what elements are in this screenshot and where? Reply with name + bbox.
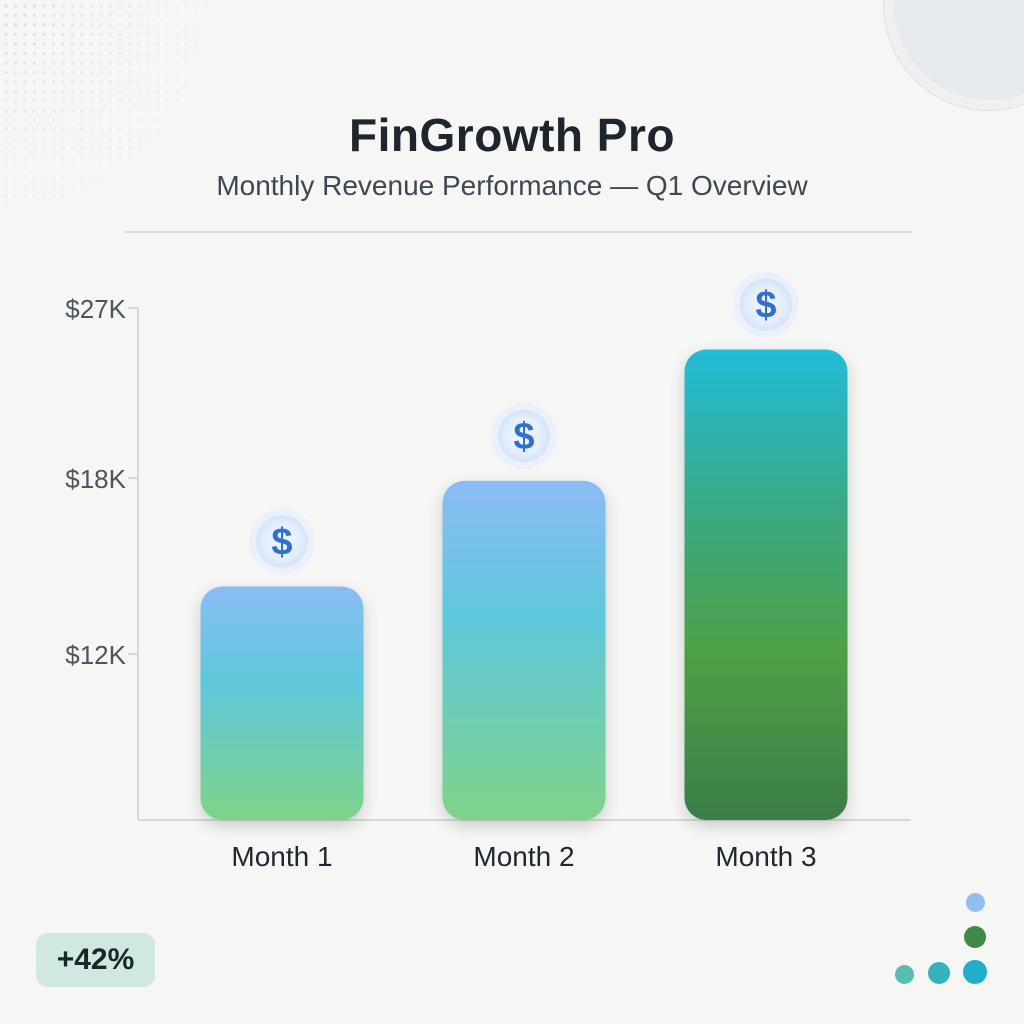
decorative-dot <box>895 965 914 984</box>
y-tick-label: $12K <box>65 640 126 670</box>
x-tick-label: Month 2 <box>473 841 574 872</box>
decorative-dot <box>966 893 985 912</box>
y-tick-label: $27K <box>65 294 126 324</box>
dollar-icon: $ <box>249 508 315 575</box>
svg-text:$: $ <box>755 285 776 327</box>
dollar-icon: $ <box>491 402 557 469</box>
y-tick-label: $18K <box>65 464 126 494</box>
chart-title: FinGrowth Pro <box>349 109 675 161</box>
decorative-dot-grid <box>4 4 208 208</box>
bar-3 <box>684 349 848 820</box>
svg-text:$: $ <box>513 416 534 458</box>
chart-subtitle: Monthly Revenue Performance — Q1 Overvie… <box>216 170 808 201</box>
bar-2 <box>442 480 606 820</box>
bar-1 <box>200 586 364 820</box>
x-tick-label: Month 3 <box>715 841 816 872</box>
decorative-dot <box>963 960 987 984</box>
decorative-dot <box>964 926 986 948</box>
dollar-icon: $ <box>733 271 799 338</box>
decorative-dot <box>928 962 950 984</box>
x-tick-label: Month 1 <box>231 841 332 872</box>
header-divider <box>125 231 912 233</box>
growth-badge: +42% <box>36 933 155 987</box>
svg-text:$: $ <box>271 522 292 564</box>
